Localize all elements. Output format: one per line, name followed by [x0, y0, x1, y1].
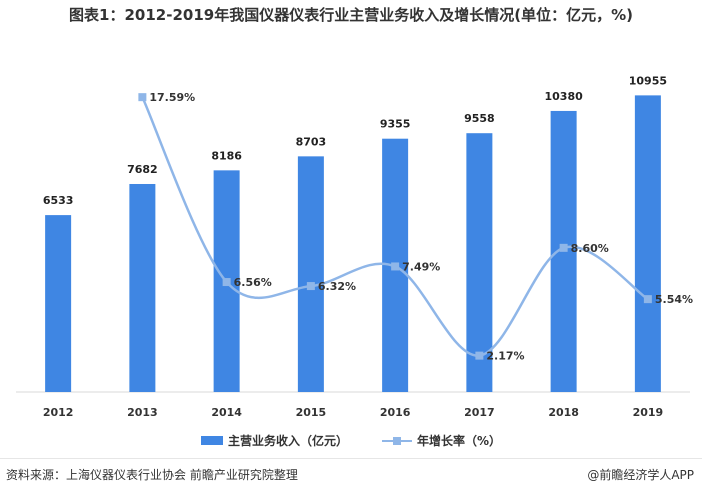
bar-labels-layer: 6533 7682 8186 8703 9355 9558 10380 10955 [43, 74, 667, 207]
x-tick-labels: 2012 2013 2014 2015 2016 2017 2018 2019 [43, 406, 663, 419]
brand-note: @前瞻经济学人APP [587, 468, 694, 482]
legend-item-growth: 年增长率（%） [381, 432, 502, 449]
growth-marker-2019 [643, 295, 652, 304]
legend-label-growth: 年增长率（%） [416, 434, 502, 448]
growth-marker-2015 [306, 282, 315, 291]
bar-2012 [45, 215, 72, 392]
growth-label-2018: 8.60% [571, 242, 609, 255]
growth-label-2014: 6.56% [234, 276, 272, 289]
growth-line-layer: 17.59% 6.56% 6.32% 7.49% 2.17% 8.60% 5.54% [138, 91, 693, 363]
legend-label-revenue: 主营业务收入（亿元） [227, 434, 348, 448]
growth-marker-2013 [138, 93, 147, 102]
x-tick-label-2012: 2012 [43, 406, 74, 419]
bar-2017 [466, 133, 493, 392]
bar-value-label-2014: 8186 [211, 149, 242, 162]
legend-line-swatch [381, 436, 412, 446]
x-tick-label-2016: 2016 [380, 406, 411, 419]
x-tick-label-2014: 2014 [211, 406, 242, 419]
chart-title: 图表1：2012-2019年我国仪器仪表行业主营业务收入及增长情况(单位：亿元，… [69, 6, 633, 24]
growth-label-2013: 17.59% [149, 91, 195, 104]
bar-value-label-2013: 7682 [127, 163, 158, 176]
growth-marker-2017 [475, 351, 484, 360]
legend: 主营业务收入（亿元） 年增长率（%） [0, 432, 702, 449]
bars-layer [45, 95, 661, 393]
bar-value-label-2018: 10380 [544, 90, 583, 103]
bar-value-label-2016: 9355 [380, 118, 411, 131]
x-tick-label-2015: 2015 [296, 406, 327, 419]
chart-plot: 6533 7682 8186 8703 9355 9558 10380 10955 17.59… [16, 74, 693, 419]
bar-2015 [297, 156, 324, 392]
source-note: 资料来源：上海仪器仪表行业协会 前瞻产业研究院整理 [6, 468, 298, 482]
legend-bar-swatch [200, 436, 223, 445]
growth-marker-2014 [222, 278, 231, 287]
growth-marker-2018 [559, 243, 568, 252]
x-tick-label-2018: 2018 [548, 406, 579, 419]
bar-value-label-2017: 9558 [464, 112, 495, 125]
growth-marker-2016 [391, 262, 400, 271]
bar-value-label-2019: 10955 [629, 74, 667, 87]
growth-label-2019: 5.54% [655, 293, 693, 306]
bar-value-label-2015: 8703 [296, 135, 327, 148]
growth-label-2015: 6.32% [318, 280, 356, 293]
x-tick-label-2013: 2013 [127, 406, 158, 419]
x-tick-label-2017: 2017 [464, 406, 495, 419]
growth-label-2017: 2.17% [486, 350, 524, 363]
bar-value-label-2012: 6533 [43, 194, 74, 207]
legend-item-revenue: 主营业务收入（亿元） [200, 432, 348, 449]
growth-label-2016: 7.49% [402, 260, 440, 273]
footer-divider [0, 458, 702, 459]
bar-2019 [634, 95, 661, 392]
x-tick-label-2019: 2019 [633, 406, 664, 419]
bar-2013 [129, 183, 156, 392]
